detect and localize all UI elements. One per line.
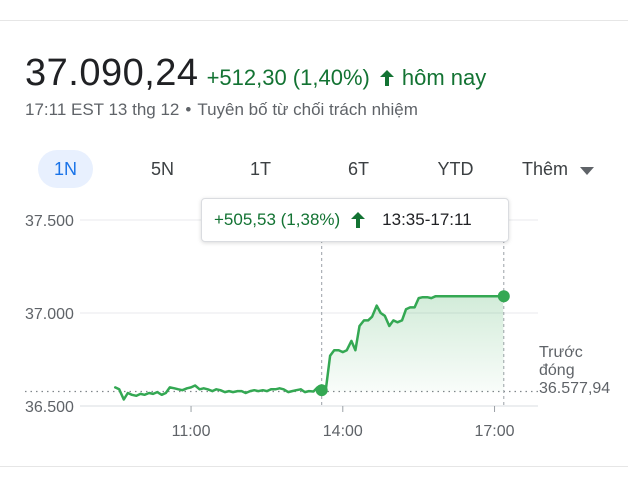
x-tick-label-2: 17:00 <box>475 423 515 440</box>
range-tabs: 1N 5N 1T 6T YTD Thêm <box>0 150 628 190</box>
arrow-up-icon <box>378 68 396 88</box>
quote-subline: 17:11 EST 13 thg 12 • Tuyên bố từ chối t… <box>25 100 418 120</box>
price-change: +512,30 (1,40%) hôm nay <box>207 65 487 91</box>
separator-dot: • <box>185 100 192 119</box>
tooltip-change: +505,53 (1,38%) <box>214 210 341 229</box>
range-end-marker <box>497 290 510 303</box>
previous-close-label-line1: Trước <box>539 344 583 361</box>
tab-6m[interactable]: 6T <box>347 159 369 179</box>
x-tick-label-0: 11:00 <box>172 423 211 440</box>
top-divider <box>0 20 628 21</box>
disclaimer-link[interactable]: Tuyên bố từ chối trách nhiệm <box>197 100 418 119</box>
tab-5d[interactable]: 5N <box>150 159 174 179</box>
tooltip-time-range: 13:35-17:11 <box>382 210 472 229</box>
y-tick-label-0: 37.500 <box>25 213 74 230</box>
arrow-up-icon <box>350 211 366 229</box>
price-line <box>113 295 505 401</box>
tab-ytd[interactable]: YTD <box>437 159 474 179</box>
price-chart[interactable]: 37.500 37.000 36.500 11:00 14:00 17:00 <box>0 190 628 450</box>
y-tick-label-2: 36.500 <box>25 399 74 416</box>
highlight-area <box>321 296 504 392</box>
bottom-divider <box>0 466 628 467</box>
chart-tooltip: +505,53 (1,38%) 13:35-17:11 <box>201 198 509 242</box>
period-label: hôm nay <box>401 65 487 90</box>
timestamp: 17:11 EST 13 thg 12 <box>25 100 180 119</box>
quote-header: 37.090,24 +512,30 (1,40%) hôm nay <box>25 52 486 95</box>
tab-1d[interactable]: 1N <box>38 150 93 188</box>
x-tick-label-1: 14:00 <box>323 423 363 440</box>
previous-close: Trước đóng 36.577,94 <box>539 344 610 398</box>
previous-close-value: 36.577,94 <box>539 380 611 397</box>
more-button[interactable]: Thêm <box>522 150 604 188</box>
caret-down-icon <box>580 150 595 188</box>
y-tick-label-1: 37.000 <box>25 306 74 323</box>
change-value: +512,30 (1,40%) <box>206 65 370 90</box>
tab-1m[interactable]: 1T <box>249 159 271 179</box>
current-price: 37.090,24 <box>25 52 199 94</box>
previous-close-label-line2: đóng <box>539 362 575 379</box>
more-label: Thêm <box>522 159 569 179</box>
range-start-marker <box>315 384 328 397</box>
